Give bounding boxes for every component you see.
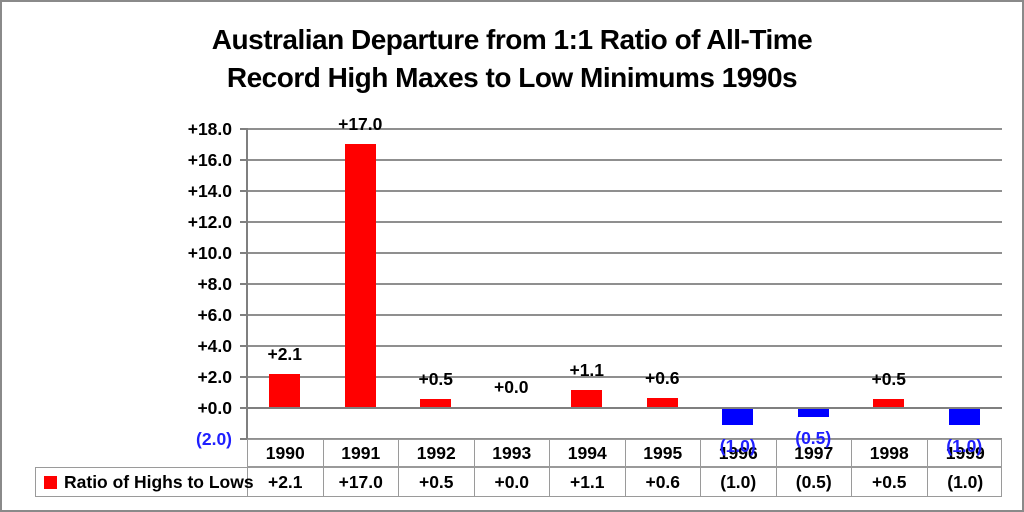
y-axis-line [246, 129, 248, 439]
bar [873, 399, 905, 407]
chart-title-line2: Record High Maxes to Low Minimums 1990s [226, 62, 798, 93]
bar-data-label: +2.1 [267, 344, 303, 365]
y-axis-tick [240, 314, 248, 316]
gridline [247, 252, 1002, 254]
y-axis-tick-label: +14.0 [187, 181, 232, 201]
bar-data-label: +17.0 [338, 113, 383, 134]
y-axis-tick-label: +12.0 [187, 212, 232, 232]
year-cell: 1993 [475, 440, 550, 466]
chart-title-line1: Australian Departure from 1:1 Ratio of A… [211, 24, 813, 55]
y-axis-tick-label: (2.0) [196, 429, 232, 449]
y-axis-tick-label: +2.0 [197, 367, 232, 387]
y-axis-tick-label: +8.0 [197, 274, 232, 294]
gridline [247, 128, 1002, 130]
value-cell: +2.1 [248, 468, 324, 496]
gridline [247, 376, 1002, 378]
data-table-row: Ratio of Highs to Lows +2.1 +17.0 +0.5 +0.0 +… [35, 467, 1002, 497]
y-axis-tick [240, 128, 248, 130]
legend-cell: Ratio of Highs to Lows [36, 468, 254, 496]
bar-data-label: (1.0) [946, 435, 983, 456]
bar [344, 143, 376, 407]
y-axis-tick [240, 159, 248, 161]
bar-data-label: +0.5 [418, 369, 454, 390]
bar-data-label: +0.6 [644, 367, 680, 388]
bar-data-label: +1.1 [569, 359, 605, 380]
bar-data-label: +0.5 [871, 369, 907, 390]
bar [722, 409, 754, 425]
year-cell: 1998 [852, 440, 928, 466]
legend-label: Ratio of Highs to Lows [64, 472, 254, 492]
y-axis-tick-label: +0.0 [197, 398, 232, 418]
y-axis-tick-label: +4.0 [197, 336, 232, 356]
value-cell: +1.1 [550, 468, 626, 496]
x-axis-year-row: 1990 1991 1992 1993 1994 1995 1996 1997 1998 1999 [247, 439, 1002, 467]
chart-title: Australian Departure from 1:1 Ratio of A… [0, 21, 1024, 97]
x-axis-zero-line [247, 407, 1002, 409]
bar [948, 409, 980, 425]
gridline [247, 314, 1002, 316]
value-cell: (1.0) [701, 468, 777, 496]
y-axis-tick [240, 221, 248, 223]
y-axis-tick-label: +10.0 [187, 243, 232, 263]
gridline [247, 283, 1002, 285]
value-cell: +0.0 [475, 468, 550, 496]
gridline [247, 221, 1002, 223]
value-cell: +0.5 [399, 468, 475, 496]
bar-data-label: (0.5) [795, 427, 832, 448]
y-axis-tick [240, 252, 248, 254]
y-axis-tick [240, 376, 248, 378]
gridline [247, 159, 1002, 161]
y-axis-tick [240, 345, 248, 347]
y-axis-tick [240, 190, 248, 192]
y-axis-tick [240, 407, 248, 409]
gridline [247, 190, 1002, 192]
y-axis-tick-label: +16.0 [187, 150, 232, 170]
bar-data-label: +0.0 [493, 377, 529, 397]
gridline [247, 345, 1002, 347]
year-cell: 1994 [550, 440, 626, 466]
bar [269, 374, 301, 407]
y-axis-tick-label: +6.0 [197, 305, 232, 325]
y-axis-tick [240, 438, 248, 440]
bar [646, 397, 678, 407]
y-axis-tick [240, 283, 248, 285]
year-cell: 1992 [399, 440, 475, 466]
value-cell: +17.0 [324, 468, 399, 496]
bar [797, 409, 829, 417]
legend-swatch-icon [44, 476, 57, 489]
bar-data-label: (1.0) [719, 435, 756, 456]
year-cell: 1990 [248, 440, 324, 466]
year-cell: 1999 [945, 443, 985, 463]
year-cell: 1991 [324, 440, 399, 466]
gridline [247, 438, 1002, 440]
year-cell: 1995 [626, 440, 701, 466]
value-cell: +0.5 [852, 468, 928, 496]
year-cell: 1996 [701, 440, 777, 466]
year-cell: 1997 [777, 440, 852, 466]
value-cell: (1.0) [947, 472, 984, 492]
value-cell: +0.6 [626, 468, 701, 496]
bar [420, 399, 452, 407]
value-cell: (0.5) [777, 468, 852, 496]
y-axis-tick-label: +18.0 [187, 119, 232, 139]
bar [571, 389, 603, 407]
